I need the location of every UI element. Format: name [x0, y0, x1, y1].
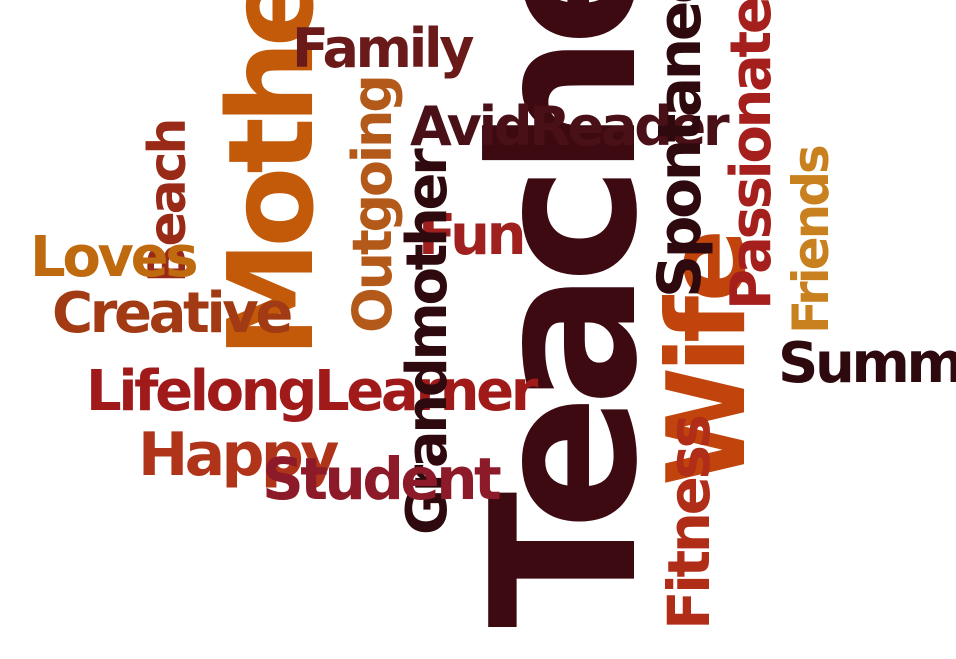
word-friends: Friends — [782, 147, 840, 334]
word-happy: Happy — [138, 420, 339, 490]
word-family: Family — [292, 17, 474, 80]
word-passionate: Passionate — [719, 0, 784, 310]
word-outgoing: Outgoing — [341, 77, 404, 333]
word-spontaneous: Spontaneous — [645, 0, 715, 298]
word-loves: Loves — [30, 225, 199, 290]
word-fun: Fun — [418, 203, 526, 268]
word-creative: Creative — [52, 281, 293, 346]
word-lifelonglearner: LifelongLearner — [86, 359, 538, 424]
word-avidreader: AvidReader — [410, 95, 730, 158]
word-student: Student — [262, 445, 502, 513]
word-fitness: Fitness — [655, 417, 723, 630]
word-summer: Summer — [778, 331, 956, 396]
